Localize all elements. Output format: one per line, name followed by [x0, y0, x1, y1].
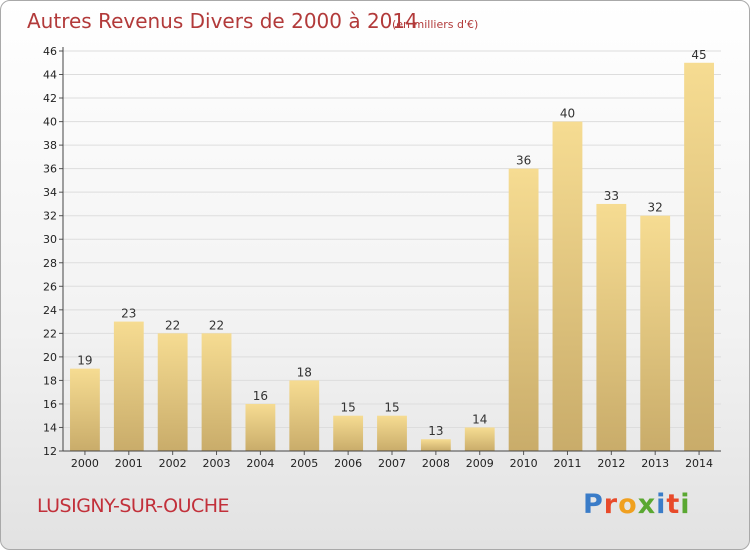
y-tick-label: 30 [43, 233, 57, 246]
data-label: 45 [691, 48, 706, 62]
y-tick-label: 20 [43, 351, 57, 364]
bar [464, 427, 495, 451]
bar [377, 415, 407, 451]
axes [62, 47, 721, 452]
bar [289, 380, 320, 451]
data-label: 22 [209, 318, 224, 332]
y-tick-label: 26 [43, 280, 57, 293]
x-tick-label: 2005 [290, 457, 318, 470]
x-tick-label: 2001 [115, 457, 143, 470]
x-tick-label: 2004 [246, 457, 274, 470]
y-tick-label: 24 [43, 304, 57, 317]
logo-letter: r [603, 489, 619, 520]
x-tick-label: 2003 [203, 457, 231, 470]
town-name: LUSIGNY-SUR-OUCHE [37, 495, 230, 517]
bar [684, 62, 714, 451]
proxiti-logo-text: Proxiti [583, 489, 691, 520]
y-tick-label: 42 [43, 92, 57, 105]
logo-letter: i [656, 489, 667, 520]
y-tick-label: 34 [43, 186, 57, 199]
x-tick-label: 2011 [553, 457, 581, 470]
bar [113, 321, 144, 451]
logo-letter: P [583, 489, 604, 520]
bar [640, 215, 671, 451]
bar [70, 368, 100, 451]
bar [596, 203, 627, 451]
x-tick-label: 2012 [597, 457, 625, 470]
chart-title: Autres Revenus Divers de 2000 à 2014 [27, 9, 418, 33]
data-label: 33 [604, 189, 619, 203]
chart-subtitle: (en milliers d'€) [392, 18, 479, 31]
x-tick-label: 2000 [71, 457, 99, 470]
x-tick-label: 2009 [466, 457, 494, 470]
y-tick-label: 12 [43, 445, 57, 458]
y-axis-ticks: 12 14 16 18 20 22 24 26 28 30 32 34 36 38 40 42 44 46 [43, 45, 63, 458]
data-label: 13 [428, 424, 443, 438]
y-tick-label: 44 [43, 69, 57, 82]
y-tick-label: 40 [43, 116, 57, 129]
data-labels: 19 23 22 22 16 18 15 15 13 14 36 40 33 32 45 [77, 48, 706, 438]
bars [70, 62, 714, 452]
x-tick-label: 2008 [422, 457, 450, 470]
x-tick-label: 2002 [159, 457, 187, 470]
y-tick-label: 28 [43, 257, 57, 270]
bar [245, 403, 276, 451]
data-label: 15 [384, 401, 399, 415]
y-tick-label: 18 [43, 374, 57, 387]
data-label: 32 [648, 201, 663, 215]
x-axis-ticks: 2000 2001 2002 2003 2004 2005 2006 2007 2008 2009… [71, 451, 713, 470]
y-tick-label: 36 [43, 163, 57, 176]
y-tick-label: 22 [43, 327, 57, 340]
data-label: 40 [560, 107, 575, 121]
logo-letter: t [666, 489, 681, 520]
bar [420, 439, 451, 451]
proxiti-logo[interactable]: Proxiti [583, 489, 691, 521]
data-label: 23 [121, 307, 136, 321]
x-tick-label: 2014 [685, 457, 713, 470]
y-tick-label: 38 [43, 139, 57, 152]
logo-letter: i [680, 489, 691, 520]
y-tick-label: 16 [43, 398, 57, 411]
y-tick-label: 14 [43, 421, 57, 434]
x-tick-label: 2013 [641, 457, 669, 470]
bar [201, 333, 232, 451]
data-label: 22 [165, 318, 180, 332]
bar [157, 333, 188, 451]
logo-letter: o [618, 489, 638, 520]
data-label: 16 [253, 389, 268, 403]
data-label: 18 [297, 365, 312, 379]
bar [552, 121, 583, 452]
x-tick-label: 2006 [334, 457, 362, 470]
data-label: 15 [340, 401, 355, 415]
data-label: 19 [77, 354, 92, 368]
bar [508, 168, 539, 451]
x-tick-label: 2007 [378, 457, 406, 470]
x-tick-label: 2010 [510, 457, 538, 470]
data-label: 14 [472, 412, 487, 426]
y-tick-label: 32 [43, 210, 57, 223]
y-tick-label: 46 [43, 45, 57, 58]
bar [333, 415, 364, 451]
logo-letter: x [637, 489, 657, 520]
data-label: 36 [516, 154, 531, 168]
